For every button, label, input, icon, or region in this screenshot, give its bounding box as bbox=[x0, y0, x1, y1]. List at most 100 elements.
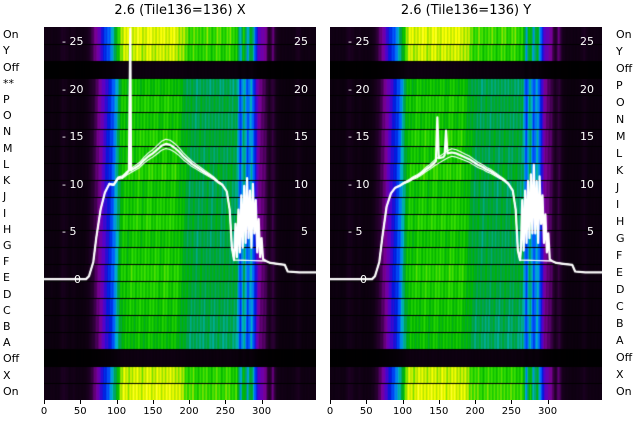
row-label-right: N bbox=[616, 113, 625, 127]
row-label-right: Off bbox=[616, 350, 633, 364]
x-tick-label: 150 bbox=[143, 406, 163, 417]
row-label-right: F bbox=[616, 248, 623, 262]
row-label-right: A bbox=[616, 333, 624, 347]
x-tick-label: 200 bbox=[465, 406, 485, 417]
row-label-right: M bbox=[616, 130, 626, 144]
y-tick-label-right: 20 bbox=[580, 82, 594, 96]
row-label-right: On bbox=[616, 384, 632, 398]
panel-title-y: 2.6 (Tile136=136) Y bbox=[400, 3, 532, 18]
y-tick-label-right: 20 bbox=[294, 82, 308, 96]
x-tick-label: 250 bbox=[501, 406, 521, 417]
row-label-left: On bbox=[3, 28, 19, 42]
x-tick-mark bbox=[80, 400, 81, 404]
y-tick-label-right: 15 bbox=[294, 130, 308, 144]
x-tick-mark bbox=[330, 400, 331, 404]
x-tick-mark bbox=[189, 400, 190, 404]
row-label-left: D bbox=[3, 287, 12, 301]
y-tick-label-right: 10 bbox=[580, 177, 594, 191]
x-tick-mark bbox=[548, 400, 549, 404]
y-tick-label-left: - 10 bbox=[62, 177, 84, 191]
row-label-left: Off bbox=[3, 60, 20, 74]
y-zero-label: 0 bbox=[74, 273, 81, 286]
y-tick-label-left: - 5 bbox=[348, 225, 363, 239]
x-tick-mark bbox=[117, 400, 118, 404]
x-tick-label: 150 bbox=[429, 406, 449, 417]
row-label-right: X bbox=[616, 367, 624, 381]
y-tick-label-left: - 20 bbox=[62, 82, 84, 96]
heatmap-panel-y bbox=[330, 27, 602, 400]
heatmap-panel-x bbox=[44, 27, 316, 400]
row-label-left: J bbox=[3, 190, 7, 204]
row-label-left: ** bbox=[3, 76, 14, 90]
x-tick-label: 0 bbox=[40, 406, 48, 417]
row-label-right: E bbox=[616, 265, 623, 279]
x-tick-label: 50 bbox=[73, 406, 87, 417]
x-tick-label: 250 bbox=[215, 406, 235, 417]
x-tick-mark bbox=[262, 400, 263, 404]
x-tick-label: 300 bbox=[252, 406, 272, 417]
y-tick-label-right: 25 bbox=[294, 35, 308, 48]
x-tick-label: 300 bbox=[538, 406, 558, 417]
row-label-left: G bbox=[3, 238, 12, 252]
row-label-right: K bbox=[616, 164, 624, 178]
row-label-right: Off bbox=[616, 62, 633, 76]
row-label-left: On bbox=[3, 384, 19, 398]
row-label-left: M bbox=[3, 141, 13, 155]
row-label-right: H bbox=[616, 214, 625, 228]
x-tick-mark bbox=[153, 400, 154, 404]
x-tick-mark bbox=[403, 400, 404, 404]
row-label-right: J bbox=[616, 181, 620, 195]
y-tick-label-left: - 10 bbox=[348, 177, 370, 191]
x-tick-mark bbox=[511, 400, 512, 404]
row-label-left: F bbox=[3, 255, 10, 269]
row-label-right: L bbox=[616, 147, 623, 161]
row-label-left: I bbox=[3, 206, 7, 220]
row-label-right: G bbox=[616, 231, 625, 245]
y-tick-label-left: - 25 bbox=[348, 35, 370, 48]
y-tick-label-left: - 20 bbox=[348, 82, 370, 96]
row-label-left: L bbox=[3, 157, 10, 171]
x-tick-label: 100 bbox=[106, 406, 127, 417]
y-tick-label-left: - 5 bbox=[62, 225, 77, 239]
y-tick-label-left: - 15 bbox=[348, 130, 370, 144]
row-label-right: I bbox=[616, 198, 620, 212]
x-tick-label: 100 bbox=[392, 406, 413, 417]
row-label-left: Off bbox=[3, 352, 20, 366]
row-label-right: C bbox=[616, 299, 624, 313]
x-tick-label: 50 bbox=[359, 406, 373, 417]
row-label-left: A bbox=[3, 336, 11, 350]
row-label-right: O bbox=[616, 96, 625, 110]
y-tick-label-right: 15 bbox=[580, 130, 594, 144]
x-tick-label: 0 bbox=[326, 406, 334, 417]
row-label-right: D bbox=[616, 282, 625, 296]
row-label-right: B bbox=[616, 316, 624, 330]
panel-title-x: 2.6 (Tile136=136) X bbox=[114, 3, 246, 18]
y-tick-label-left: - 15 bbox=[62, 130, 84, 144]
row-label-left: X bbox=[3, 368, 11, 382]
x-tick-label: 200 bbox=[179, 406, 199, 417]
x-tick-mark bbox=[439, 400, 440, 404]
row-label-left: O bbox=[3, 109, 12, 123]
row-label-left: N bbox=[3, 125, 12, 139]
row-label-left: K bbox=[3, 174, 11, 188]
x-tick-mark bbox=[44, 400, 45, 404]
row-label-left: E bbox=[3, 271, 10, 285]
y-tick-label-right: 5 bbox=[301, 225, 308, 239]
y-zero-label: 0 bbox=[360, 273, 367, 286]
row-label-right: On bbox=[616, 28, 632, 42]
y-tick-label-left: - 25 bbox=[62, 35, 84, 48]
y-tick-label-right: 25 bbox=[580, 35, 594, 48]
row-label-left: B bbox=[3, 320, 11, 334]
x-tick-mark bbox=[225, 400, 226, 404]
row-label-left: C bbox=[3, 303, 11, 317]
x-tick-mark bbox=[366, 400, 367, 404]
row-label-left: Y bbox=[3, 44, 10, 58]
x-tick-mark bbox=[475, 400, 476, 404]
row-label-right: Y bbox=[616, 45, 623, 59]
y-tick-label-right: 5 bbox=[587, 225, 594, 239]
row-label-right: P bbox=[616, 79, 623, 93]
row-label-left: H bbox=[3, 222, 12, 236]
y-tick-label-right: 10 bbox=[294, 177, 308, 191]
row-label-left: P bbox=[3, 92, 10, 106]
